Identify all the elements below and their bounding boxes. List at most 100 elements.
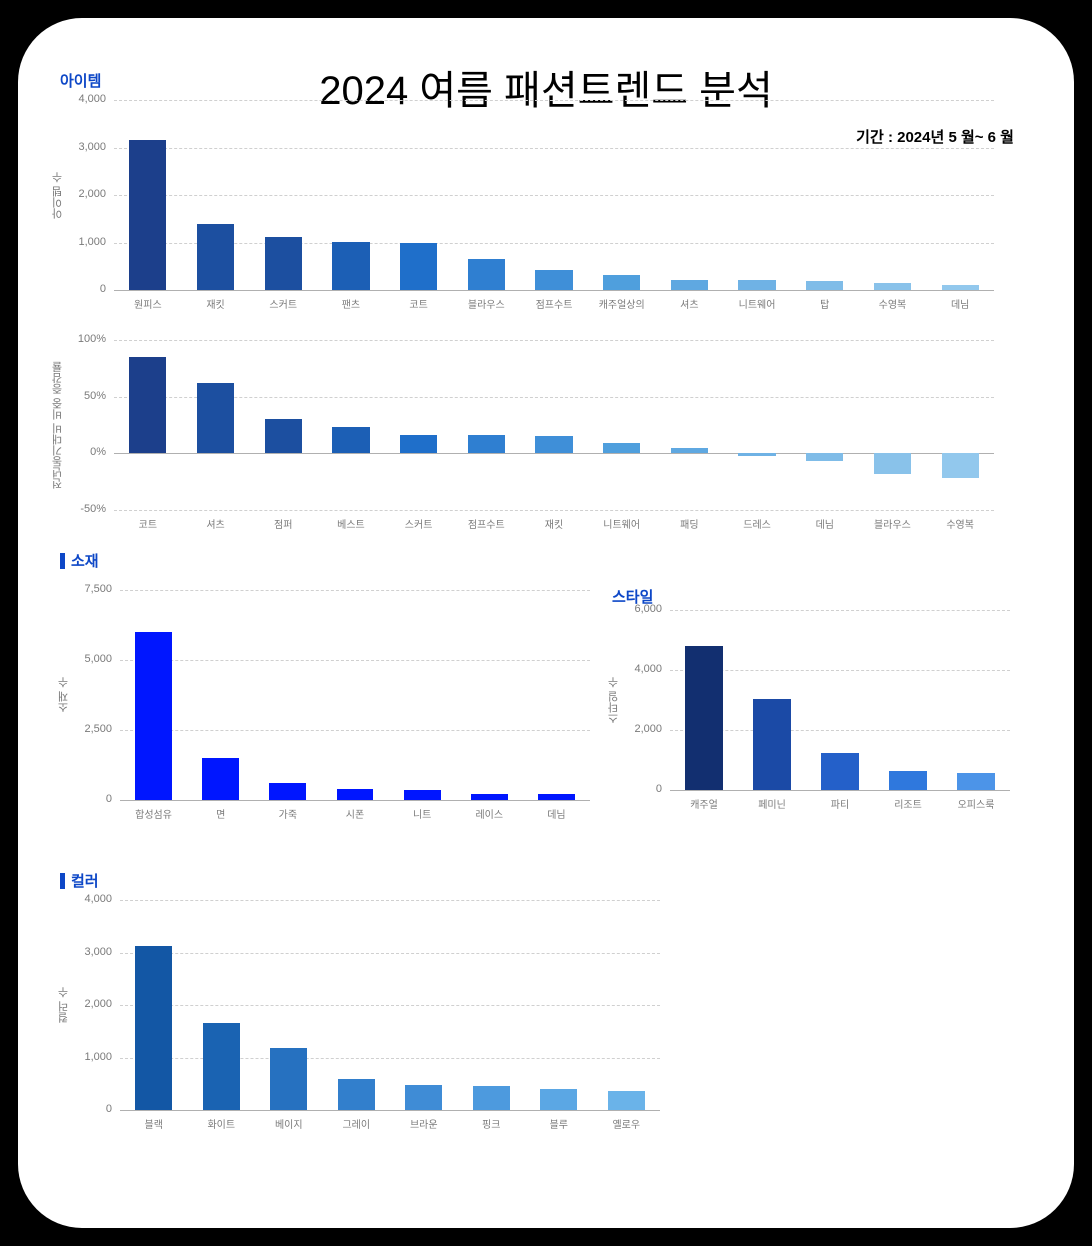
chart-items-count: 01,0002,0003,0004,000원피스재킷스커트팬츠코트블라우스점프수…	[114, 100, 994, 290]
gridline	[114, 510, 994, 511]
category-label: 오피스룩	[958, 796, 995, 811]
section-label-color: 컬러	[60, 870, 99, 891]
bar	[540, 1089, 577, 1110]
bar	[129, 357, 166, 453]
bar	[671, 448, 708, 454]
section-label-material: 소재	[60, 550, 99, 571]
x-axis-line	[114, 290, 994, 291]
gridline	[114, 148, 994, 149]
section-label-material-text: 소재	[71, 550, 99, 571]
category-label: 베스트	[337, 516, 365, 531]
gridline	[114, 195, 994, 196]
y-axis-label: 아이템 수	[50, 100, 66, 290]
category-label: 데님	[951, 296, 969, 311]
category-label: 합성섬유	[135, 806, 172, 821]
bar	[265, 419, 302, 453]
category-label: 리조트	[894, 796, 922, 811]
gridline	[120, 730, 590, 731]
category-label: 블랙	[145, 1116, 163, 1131]
bar	[535, 270, 572, 290]
chart-color: 01,0002,0003,0004,000블랙화이트베이지그레이브라운핑크블루옐…	[120, 900, 660, 1110]
category-label: 재킷	[545, 516, 563, 531]
category-label: 캐주얼상의	[599, 296, 645, 311]
bar	[473, 1086, 510, 1110]
bar	[129, 140, 166, 290]
category-label: 가죽	[279, 806, 297, 821]
bar	[197, 224, 234, 291]
category-label: 재킷	[206, 296, 224, 311]
bar	[203, 1023, 240, 1110]
dashboard-card: 2024 여름 패션트렌드 분석 기간 : 2024년 5 월~ 6 월 아이템…	[18, 18, 1074, 1228]
category-label: 원피스	[134, 296, 162, 311]
bar	[603, 443, 640, 453]
bar	[135, 632, 172, 800]
bar	[338, 1079, 375, 1110]
category-label: 옐로우	[612, 1116, 640, 1131]
gridline	[120, 590, 590, 591]
x-axis-line	[670, 790, 1010, 791]
y-axis-label: 소재 수	[56, 590, 72, 800]
bar	[471, 794, 508, 800]
category-label: 캐주얼	[690, 796, 718, 811]
bar	[942, 285, 979, 290]
bar	[685, 646, 722, 790]
gridline	[120, 660, 590, 661]
bar	[535, 436, 572, 453]
category-label: 수영복	[879, 296, 907, 311]
category-label: 점퍼	[274, 516, 292, 531]
bar	[753, 699, 790, 791]
bar	[874, 453, 911, 473]
category-label: 니트	[413, 806, 431, 821]
category-label: 페미닌	[758, 796, 786, 811]
category-label: 시폰	[346, 806, 364, 821]
category-label: 팬츠	[342, 296, 360, 311]
bar	[603, 275, 640, 290]
gridline	[120, 1058, 660, 1059]
bar	[806, 453, 843, 461]
bar	[468, 435, 505, 453]
bar	[671, 280, 708, 290]
bar	[405, 1085, 442, 1110]
category-label: 점프수트	[536, 296, 573, 311]
category-label: 핑크	[482, 1116, 500, 1131]
gridline	[114, 340, 994, 341]
category-label: 점프수트	[468, 516, 505, 531]
bar	[400, 435, 437, 453]
gridline	[114, 397, 994, 398]
category-label: 화이트	[207, 1116, 235, 1131]
bar	[270, 1048, 307, 1110]
bar	[738, 453, 775, 455]
bar	[468, 259, 505, 290]
gridline	[120, 953, 660, 954]
gridline	[114, 243, 994, 244]
category-label: 스커트	[269, 296, 297, 311]
gridline	[120, 1005, 660, 1006]
bar	[332, 242, 369, 290]
bar	[538, 794, 575, 800]
category-label: 셔츠	[680, 296, 698, 311]
bar	[874, 283, 911, 290]
bar	[889, 771, 926, 790]
bar	[608, 1091, 645, 1110]
bar	[197, 383, 234, 453]
bar	[332, 427, 369, 453]
chart-style: 02,0004,0006,000캐주얼페미닌파티리조트오피스룩스타일 수	[670, 610, 1010, 790]
chart-items-growth: -50%0%50%100%코트셔츠점퍼베스트스커트점프수트재킷니트웨어패딩드레스…	[114, 340, 994, 510]
category-label: 스커트	[405, 516, 433, 531]
category-label: 블라우스	[468, 296, 505, 311]
category-label: 드레스	[743, 516, 771, 531]
gridline	[670, 610, 1010, 611]
bar	[135, 946, 172, 1110]
category-label: 코트	[139, 516, 157, 531]
x-axis-line	[120, 1110, 660, 1111]
bar	[337, 789, 374, 800]
bar	[400, 243, 437, 291]
bar	[404, 790, 441, 800]
category-label: 파티	[831, 796, 849, 811]
chart-material: 02,5005,0007,500합성섬유면가죽시폰니트레이스데님소재 수	[120, 590, 590, 800]
category-label: 블루	[550, 1116, 568, 1131]
bar	[265, 237, 302, 290]
category-label: 패딩	[680, 516, 698, 531]
bar	[738, 280, 775, 290]
category-label: 브라운	[410, 1116, 438, 1131]
